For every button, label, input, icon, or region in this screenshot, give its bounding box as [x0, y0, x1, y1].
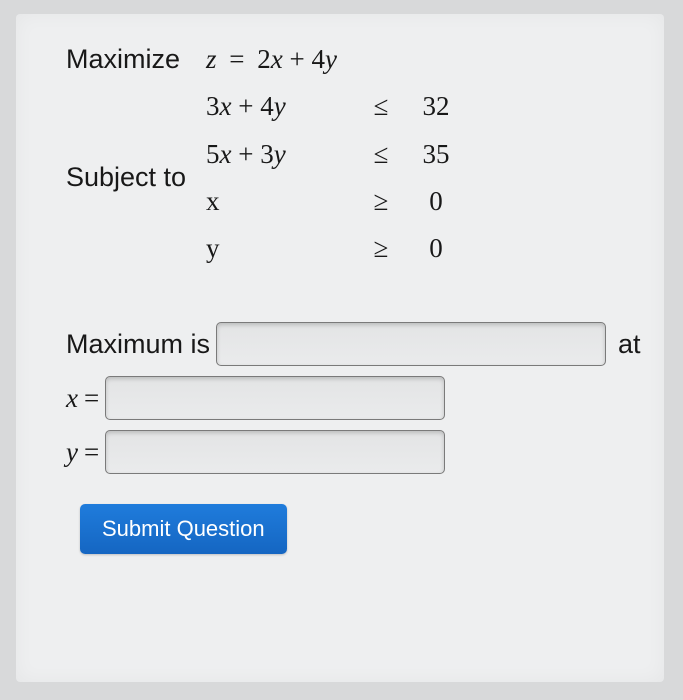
constraint-lhs: y	[206, 225, 356, 272]
constraint-row: 5x + 3y ≤ 35	[206, 131, 466, 178]
x-input[interactable]	[105, 376, 445, 420]
answer-block: Maximum is at x = y =	[66, 322, 664, 474]
eq-sign: =	[84, 437, 99, 468]
at-label: at	[618, 329, 641, 360]
maximize-label: Maximize	[66, 36, 206, 83]
submit-button[interactable]: Submit Question	[80, 504, 287, 554]
objective-function: z = 2x + 4y	[206, 36, 337, 83]
y-row: y =	[66, 430, 664, 474]
constraint-rhs: 0	[406, 225, 466, 272]
constraint-lhs: 3x + 4y	[206, 83, 356, 130]
maximum-input[interactable]	[216, 322, 606, 366]
constraint-op: ≥	[356, 225, 406, 272]
constraint-op: ≤	[356, 131, 406, 178]
y-input[interactable]	[105, 430, 445, 474]
constraint-row: y ≥ 0	[206, 225, 466, 272]
eq-sign: =	[84, 383, 99, 414]
x-row: x =	[66, 376, 664, 420]
objective-row: Maximize z = 2x + 4y	[66, 36, 664, 83]
constraint-row: 3x + 4y ≤ 32	[206, 83, 466, 130]
maximum-label: Maximum is	[66, 329, 210, 360]
subject-to-label: Subject to	[66, 154, 206, 201]
problem-statement: Maximize z = 2x + 4y Subject to 3x + 4y …	[66, 36, 664, 272]
constraint-row: x ≥ 0	[206, 178, 466, 225]
constraint-op: ≤	[356, 83, 406, 130]
constraints-list: 3x + 4y ≤ 32 5x + 3y ≤ 35 x ≥ 0 y ≥	[206, 83, 466, 272]
x-label: x	[66, 383, 78, 414]
constraint-rhs: 32	[406, 83, 466, 130]
constraint-lhs: 5x + 3y	[206, 131, 356, 178]
y-label: y	[66, 437, 78, 468]
objective-rhs: 2x + 4y	[257, 44, 337, 74]
constraint-rhs: 35	[406, 131, 466, 178]
question-panel: Maximize z = 2x + 4y Subject to 3x + 4y …	[16, 14, 664, 682]
constraints-block: Subject to 3x + 4y ≤ 32 5x + 3y ≤ 35 x ≥…	[66, 83, 664, 272]
constraint-lhs: x	[206, 178, 356, 225]
maximum-row: Maximum is at	[66, 322, 664, 366]
submit-wrap: Submit Question	[80, 504, 664, 554]
constraint-op: ≥	[356, 178, 406, 225]
constraint-rhs: 0	[406, 178, 466, 225]
